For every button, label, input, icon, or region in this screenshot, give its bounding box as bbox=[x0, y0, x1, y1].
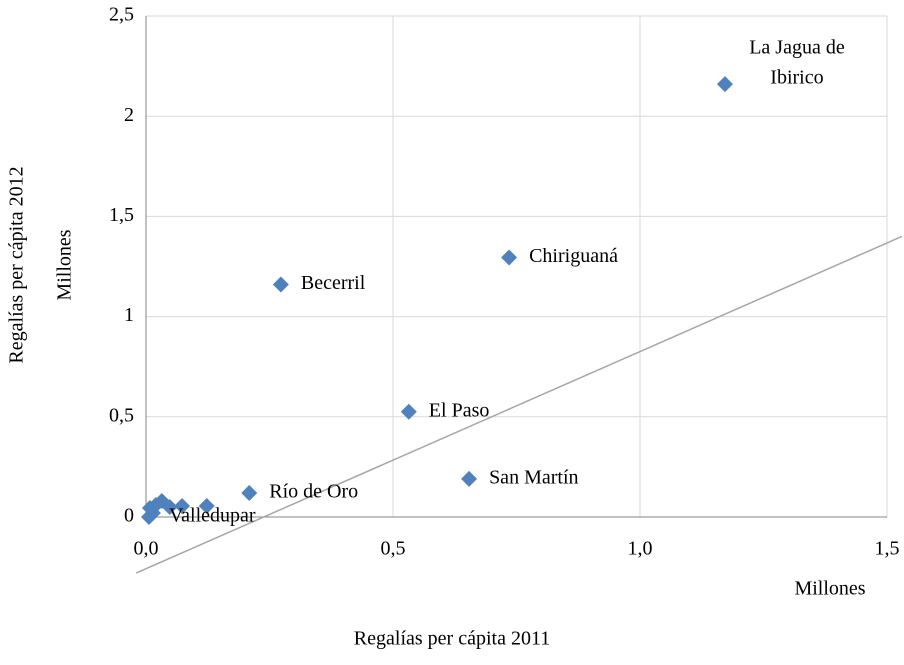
x-tick-label: 1,5 bbox=[875, 538, 900, 560]
point bbox=[716, 76, 733, 93]
y-tick-label: 1,5 bbox=[109, 204, 134, 226]
point bbox=[174, 497, 191, 514]
y-unit: Millones bbox=[54, 229, 76, 300]
y-tick-label: 0 bbox=[124, 505, 134, 527]
y-tick-label: 2 bbox=[124, 104, 134, 126]
point-label: Chiriguaná bbox=[529, 245, 618, 267]
trendline bbox=[135, 235, 903, 574]
x-tick-label: 0,0 bbox=[134, 538, 159, 560]
point-label: Valledupar bbox=[169, 505, 256, 527]
y-title: Regalías per cápita 2012 bbox=[6, 166, 28, 363]
point-label: La Jagua de bbox=[749, 37, 845, 59]
point-label: Ibirico bbox=[770, 67, 823, 89]
point-label: Río de Oro bbox=[269, 481, 358, 503]
point bbox=[198, 497, 215, 514]
point bbox=[501, 249, 518, 266]
point-label: El Paso bbox=[429, 399, 490, 421]
point bbox=[241, 484, 258, 501]
point bbox=[161, 498, 178, 515]
y-tick-label: 1 bbox=[124, 304, 134, 326]
point-label: San Martín bbox=[489, 467, 578, 489]
y-tick-label: 0,5 bbox=[109, 404, 134, 426]
x-unit: Millones bbox=[794, 578, 865, 600]
y-tick-label: 2,5 bbox=[109, 4, 134, 26]
x-tick-label: 0,5 bbox=[381, 538, 406, 560]
x-tick-label: 1,0 bbox=[628, 538, 653, 560]
point-label: Becerril bbox=[301, 272, 366, 294]
point bbox=[461, 470, 478, 487]
point bbox=[144, 504, 161, 521]
point bbox=[400, 403, 417, 420]
point bbox=[272, 276, 289, 293]
x-title: Regalías per cápita 2011 bbox=[354, 628, 550, 650]
